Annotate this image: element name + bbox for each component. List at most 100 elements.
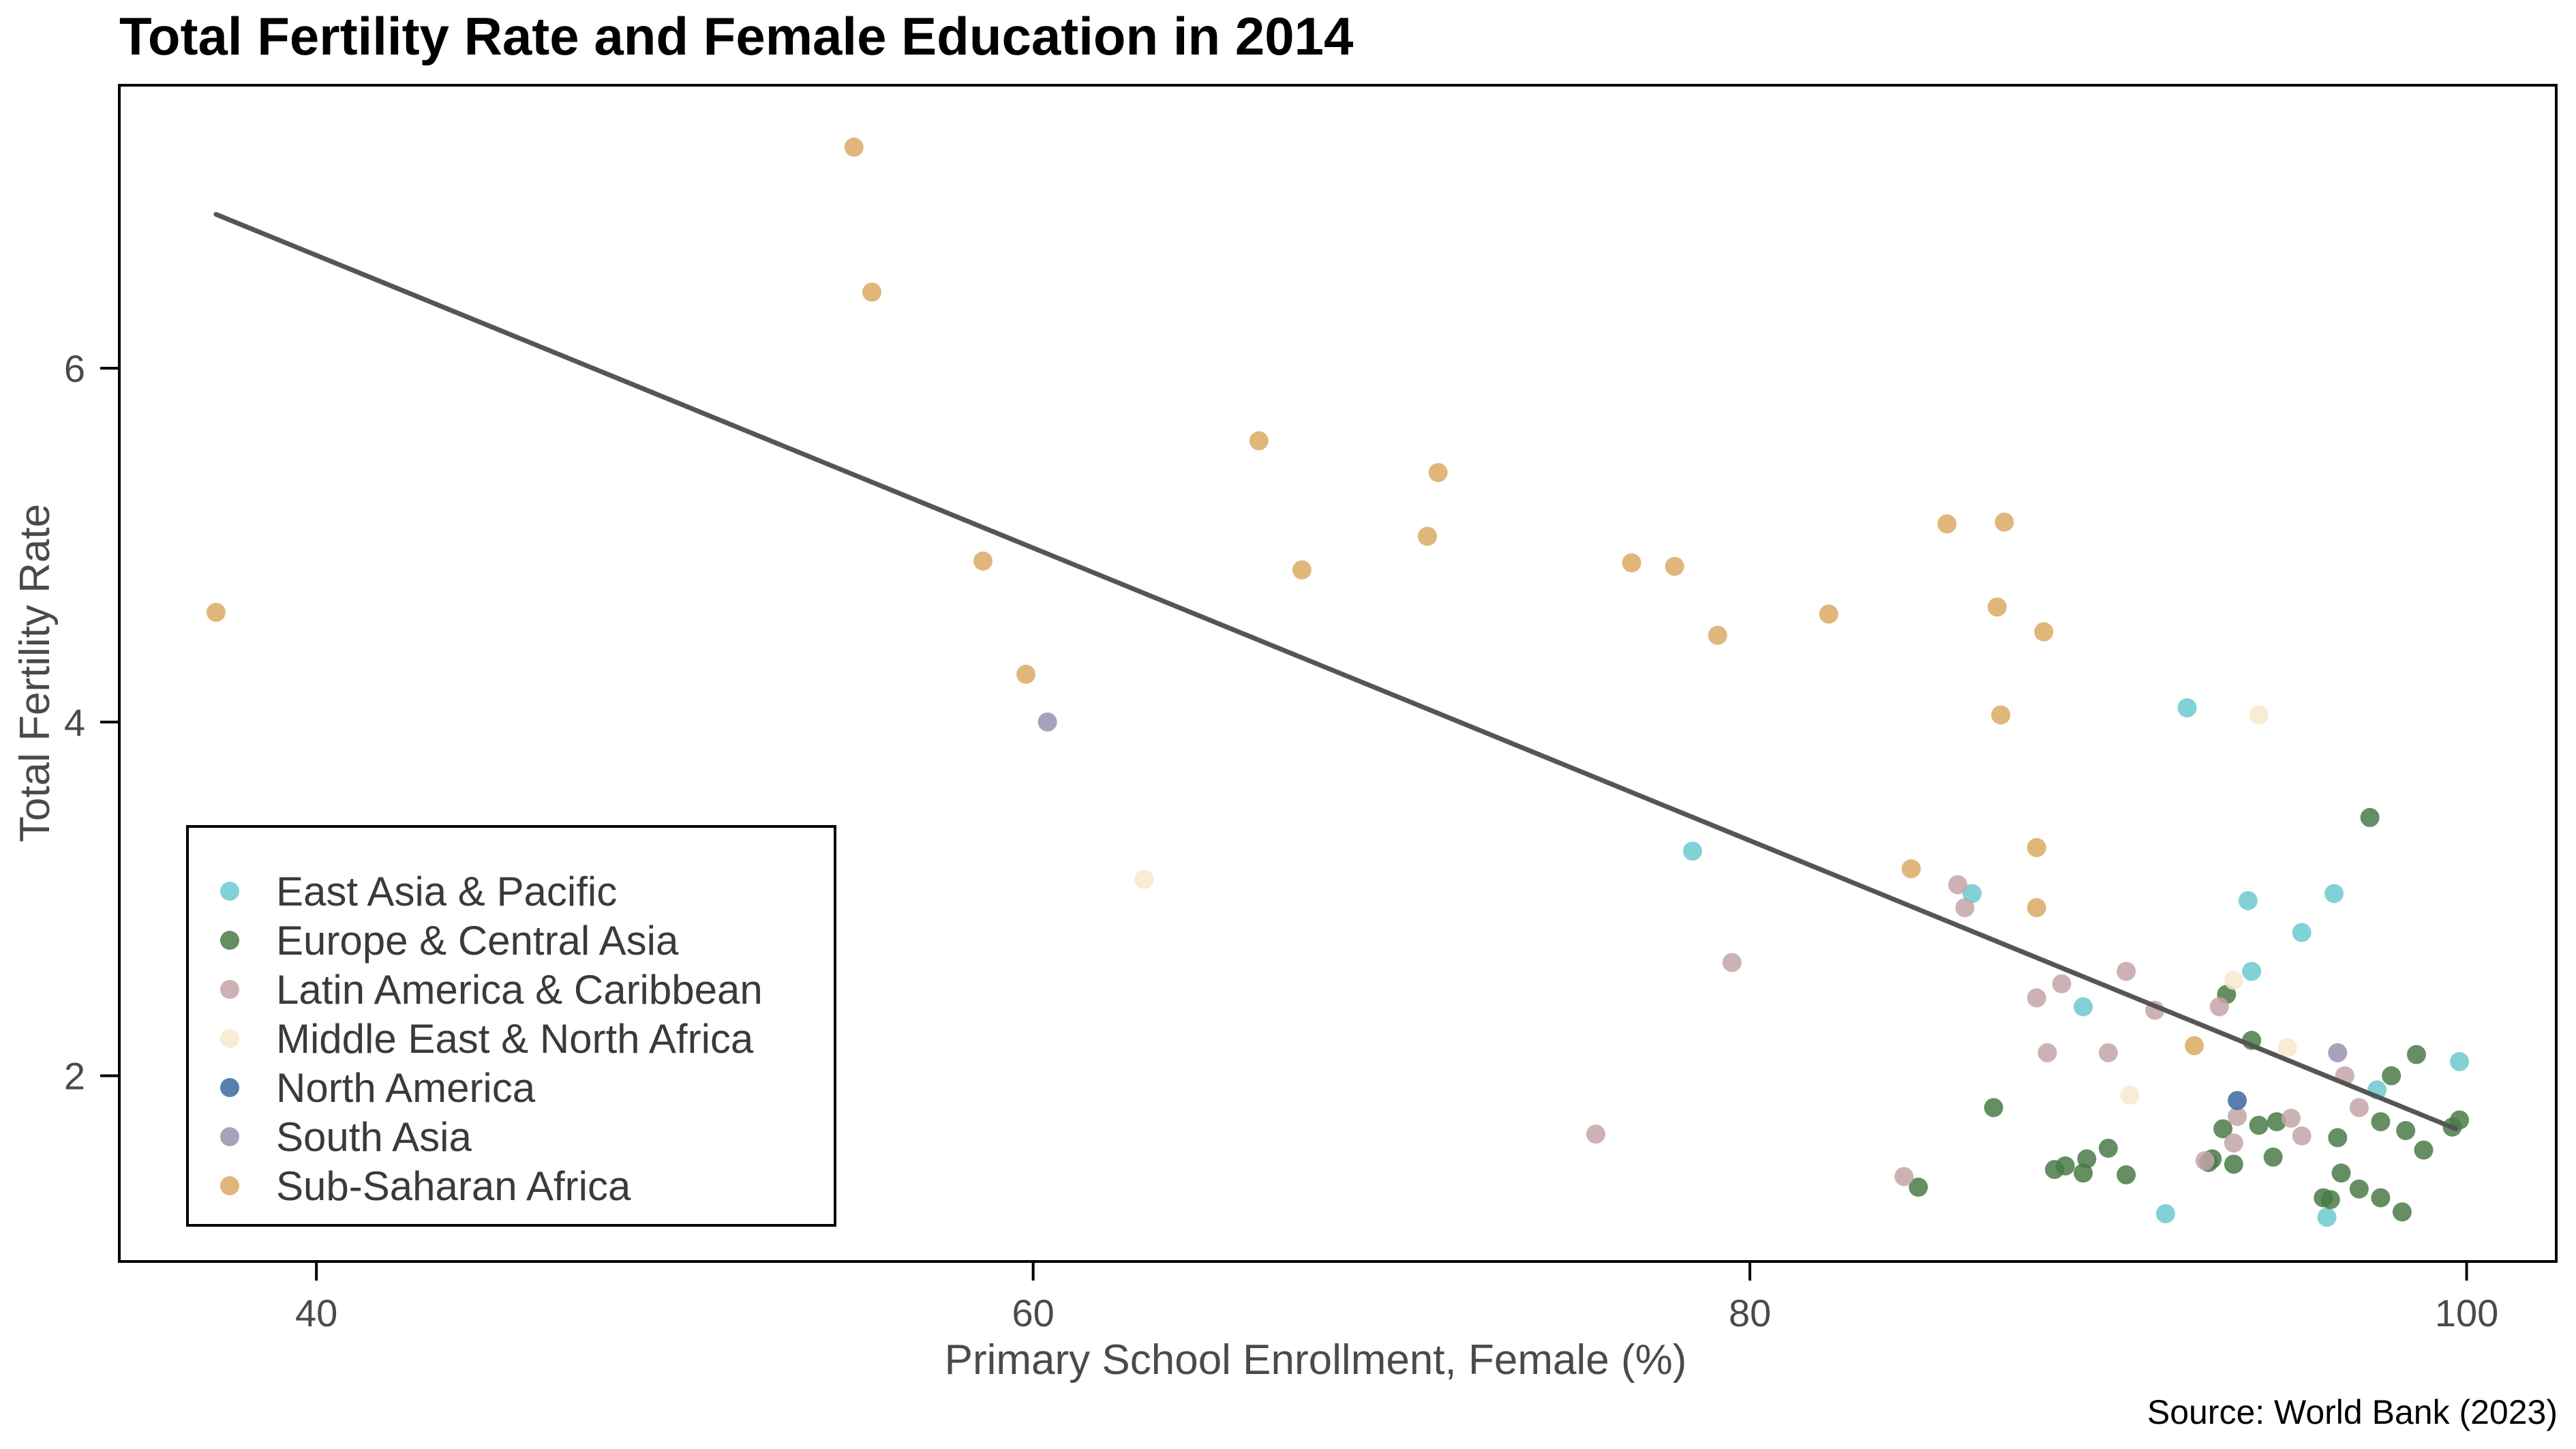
data-point bbox=[2055, 1156, 2075, 1176]
plot-frame bbox=[118, 84, 2558, 1263]
data-point bbox=[2027, 838, 2046, 858]
legend-marker bbox=[220, 931, 239, 950]
legend-marker bbox=[220, 980, 239, 999]
data-point bbox=[2224, 1154, 2243, 1174]
data-point bbox=[2228, 1090, 2247, 1110]
x-tick-label: 40 bbox=[295, 1291, 337, 1334]
trendline bbox=[213, 211, 2459, 1131]
data-point bbox=[2392, 1202, 2412, 1222]
data-point bbox=[2117, 961, 2136, 981]
x-tick-label: 60 bbox=[1012, 1291, 1054, 1334]
legend-marker bbox=[220, 1078, 239, 1097]
data-point bbox=[1134, 869, 1154, 889]
data-point bbox=[2027, 988, 2046, 1008]
data-point bbox=[2155, 1204, 2175, 1223]
legend-marker bbox=[220, 1176, 239, 1195]
data-point bbox=[2382, 1066, 2401, 1086]
data-point bbox=[2249, 1116, 2269, 1135]
data-point bbox=[1955, 898, 1975, 918]
data-point bbox=[1963, 884, 1982, 903]
data-point bbox=[1622, 553, 1641, 573]
x-axis-ticks: 40 60 80 100 bbox=[295, 1261, 2498, 1334]
data-points bbox=[206, 137, 2470, 1227]
data-point bbox=[2267, 1112, 2286, 1132]
data-point bbox=[2098, 1138, 2118, 1158]
legend-item-label: North America bbox=[276, 1065, 536, 1111]
data-point bbox=[2228, 1107, 2247, 1126]
data-point bbox=[2249, 705, 2269, 725]
data-point bbox=[2077, 1149, 2097, 1169]
y-axis-label: Total Fertility Rate bbox=[12, 504, 59, 842]
data-point bbox=[2320, 1190, 2340, 1210]
data-point bbox=[2238, 891, 2258, 910]
data-point bbox=[2360, 807, 2380, 827]
data-point bbox=[1665, 556, 1684, 576]
data-point bbox=[2209, 997, 2229, 1017]
data-point bbox=[1586, 1124, 1606, 1144]
y-axis-ticks: 2 4 6 bbox=[64, 347, 119, 1098]
data-point bbox=[2317, 1208, 2337, 1227]
data-point bbox=[2117, 1165, 2136, 1184]
data-point bbox=[1894, 1167, 1914, 1186]
data-point bbox=[1417, 526, 1437, 546]
data-point bbox=[1682, 841, 1702, 861]
data-point bbox=[2292, 923, 2312, 942]
data-point bbox=[2034, 622, 2054, 642]
data-point bbox=[2371, 1188, 2391, 1208]
x-axis-label: Primary School Enrollment, Female (%) bbox=[945, 1336, 1687, 1384]
data-point bbox=[2185, 1036, 2204, 1056]
data-point bbox=[2328, 1043, 2348, 1062]
data-point bbox=[2450, 1110, 2470, 1130]
legend-box bbox=[186, 825, 836, 1227]
data-point bbox=[2224, 970, 2243, 990]
data-point bbox=[2414, 1140, 2434, 1160]
data-point bbox=[2349, 1179, 2369, 1199]
legend-item-label: East Asia & Pacific bbox=[276, 869, 617, 914]
chart-title: Total Fertility Rate and Female Educatio… bbox=[119, 6, 1353, 66]
data-point bbox=[1722, 953, 1742, 972]
y-tick-label: 4 bbox=[64, 701, 85, 744]
y-tick-label: 6 bbox=[64, 347, 85, 390]
data-point bbox=[2450, 1051, 2470, 1071]
data-point bbox=[2349, 1098, 2369, 1118]
data-point bbox=[1249, 431, 1269, 451]
data-point bbox=[1292, 560, 1312, 580]
data-point bbox=[2037, 1043, 2057, 1062]
legend-marker bbox=[220, 1029, 239, 1048]
data-point bbox=[206, 603, 226, 623]
data-point bbox=[973, 551, 993, 571]
data-point bbox=[1995, 512, 2014, 532]
trendline-group bbox=[213, 211, 2459, 1131]
data-point bbox=[1937, 514, 1957, 534]
legend-item-label: South Asia bbox=[276, 1114, 472, 1160]
data-point bbox=[1819, 604, 1838, 624]
data-point bbox=[2281, 1108, 2301, 1128]
data-point bbox=[2177, 698, 2197, 718]
data-point bbox=[1037, 712, 1057, 732]
y-tick-label: 2 bbox=[64, 1055, 85, 1098]
data-point bbox=[2027, 898, 2046, 918]
data-point bbox=[2195, 1151, 2215, 1171]
data-point bbox=[2277, 1038, 2297, 1058]
data-point bbox=[1987, 597, 2007, 617]
data-point bbox=[2074, 997, 2093, 1017]
data-point bbox=[1708, 625, 1727, 645]
data-point bbox=[1991, 705, 2011, 725]
data-point bbox=[1901, 859, 1921, 879]
data-point bbox=[2292, 1126, 2312, 1146]
data-point bbox=[1909, 1178, 1928, 1197]
legend-marker bbox=[220, 1127, 239, 1146]
data-point bbox=[2396, 1121, 2416, 1141]
legend-item-label: Latin America & Caribbean bbox=[276, 967, 763, 1013]
legend-marker bbox=[220, 882, 239, 901]
data-point bbox=[2098, 1043, 2118, 1062]
data-point bbox=[1428, 463, 1448, 483]
data-point bbox=[2328, 1128, 2348, 1148]
legend-item-label: Europe & Central Asia bbox=[276, 918, 679, 963]
data-point bbox=[2331, 1163, 2351, 1183]
data-point bbox=[2371, 1112, 2391, 1132]
data-point bbox=[1948, 875, 1968, 895]
data-point bbox=[2242, 961, 2262, 981]
